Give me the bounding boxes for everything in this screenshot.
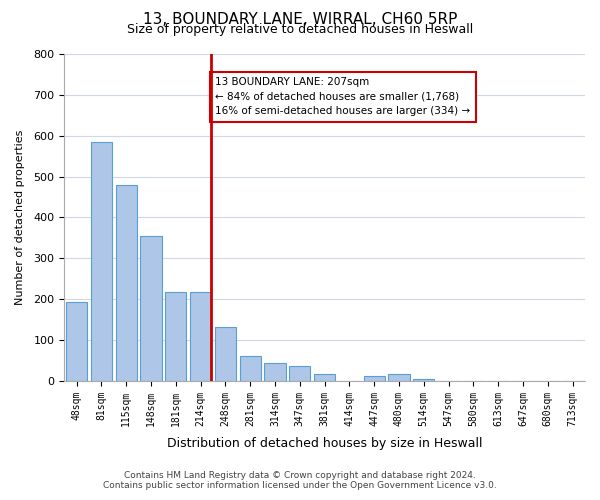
Y-axis label: Number of detached properties: Number of detached properties xyxy=(15,130,25,305)
Bar xyxy=(140,236,161,381)
Text: Size of property relative to detached houses in Heswall: Size of property relative to detached ho… xyxy=(127,22,473,36)
Bar xyxy=(413,379,434,381)
Bar xyxy=(314,374,335,381)
Bar xyxy=(364,376,385,381)
Bar xyxy=(239,356,261,381)
Text: 13, BOUNDARY LANE, WIRRAL, CH60 5RP: 13, BOUNDARY LANE, WIRRAL, CH60 5RP xyxy=(143,12,457,28)
Bar xyxy=(66,302,87,381)
Text: 13 BOUNDARY LANE: 207sqm
← 84% of detached houses are smaller (1,768)
16% of sem: 13 BOUNDARY LANE: 207sqm ← 84% of detach… xyxy=(215,77,470,116)
Bar xyxy=(265,363,286,381)
Bar xyxy=(190,292,211,381)
X-axis label: Distribution of detached houses by size in Heswall: Distribution of detached houses by size … xyxy=(167,437,482,450)
Bar xyxy=(388,374,410,381)
Bar xyxy=(289,366,310,381)
Bar xyxy=(91,142,112,381)
Bar xyxy=(165,292,187,381)
Text: Contains HM Land Registry data © Crown copyright and database right 2024.
Contai: Contains HM Land Registry data © Crown c… xyxy=(103,470,497,490)
Bar xyxy=(116,185,137,381)
Bar xyxy=(215,326,236,381)
